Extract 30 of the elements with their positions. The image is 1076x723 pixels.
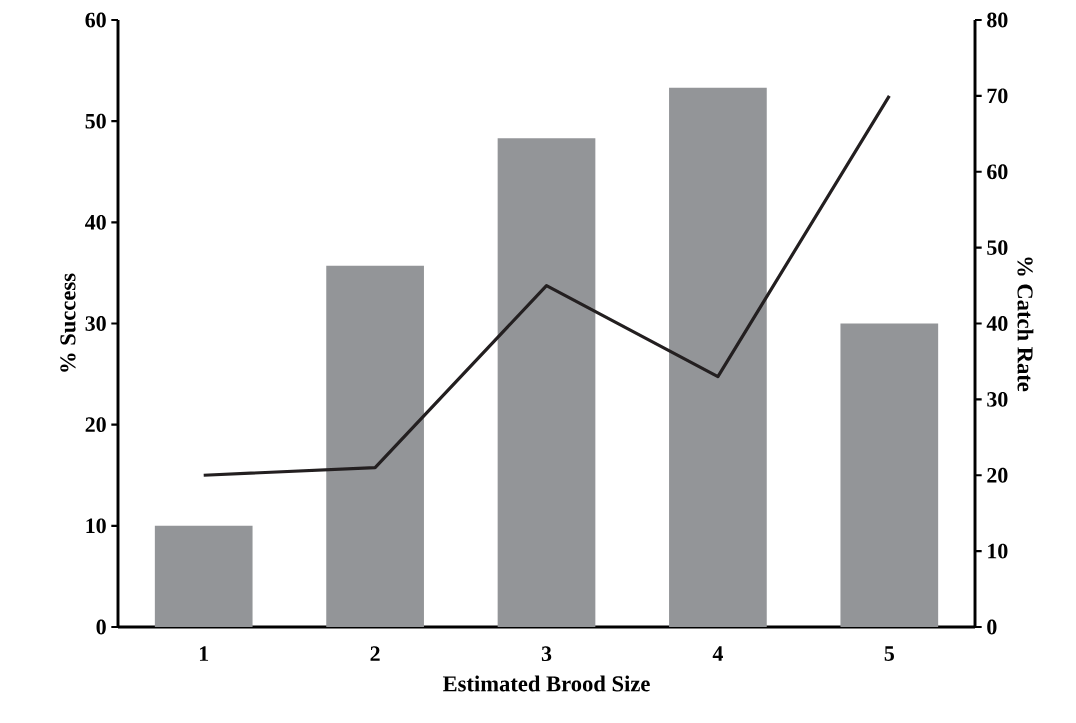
y-tick-label: 40 <box>85 214 106 230</box>
y2-axis-title: % Catch Rate <box>1017 257 1034 392</box>
y2-tick-label: 10 <box>988 543 1008 559</box>
bar <box>154 525 253 627</box>
bar <box>497 138 596 627</box>
y-tick-label: 10 <box>86 518 106 534</box>
x-tick-label: 4 <box>712 646 723 661</box>
bar <box>840 323 939 627</box>
x-tick-label: 2 <box>370 646 380 661</box>
y-tick-label: 50 <box>85 113 106 129</box>
x-axis-title: Estimated Brood Size <box>442 675 650 692</box>
y-tick-label: 0 <box>96 619 106 635</box>
y2-tick-label: 40 <box>986 316 1008 331</box>
x-tick-label: 1 <box>199 646 209 661</box>
y-tick-label: 20 <box>85 417 106 433</box>
y-axis-title: % Success <box>60 273 76 372</box>
y2-tick-label: 50 <box>987 240 1008 256</box>
y2-tick-label: 30 <box>987 391 1008 407</box>
y2-tick-label: 60 <box>987 164 1008 180</box>
y2-tick-label: 80 <box>987 12 1008 28</box>
line-series <box>202 94 891 477</box>
bar <box>669 87 767 627</box>
y-tick-label: 60 <box>85 12 106 28</box>
bar <box>326 265 424 627</box>
x-tick-label: 5 <box>884 646 894 661</box>
y2-tick-label: 20 <box>987 467 1008 483</box>
y2-tick-label: 0 <box>987 619 997 635</box>
y2-tick-label: 70 <box>987 88 1008 104</box>
y-tick-label: 30 <box>85 316 106 331</box>
x-tick-label: 3 <box>541 646 552 662</box>
